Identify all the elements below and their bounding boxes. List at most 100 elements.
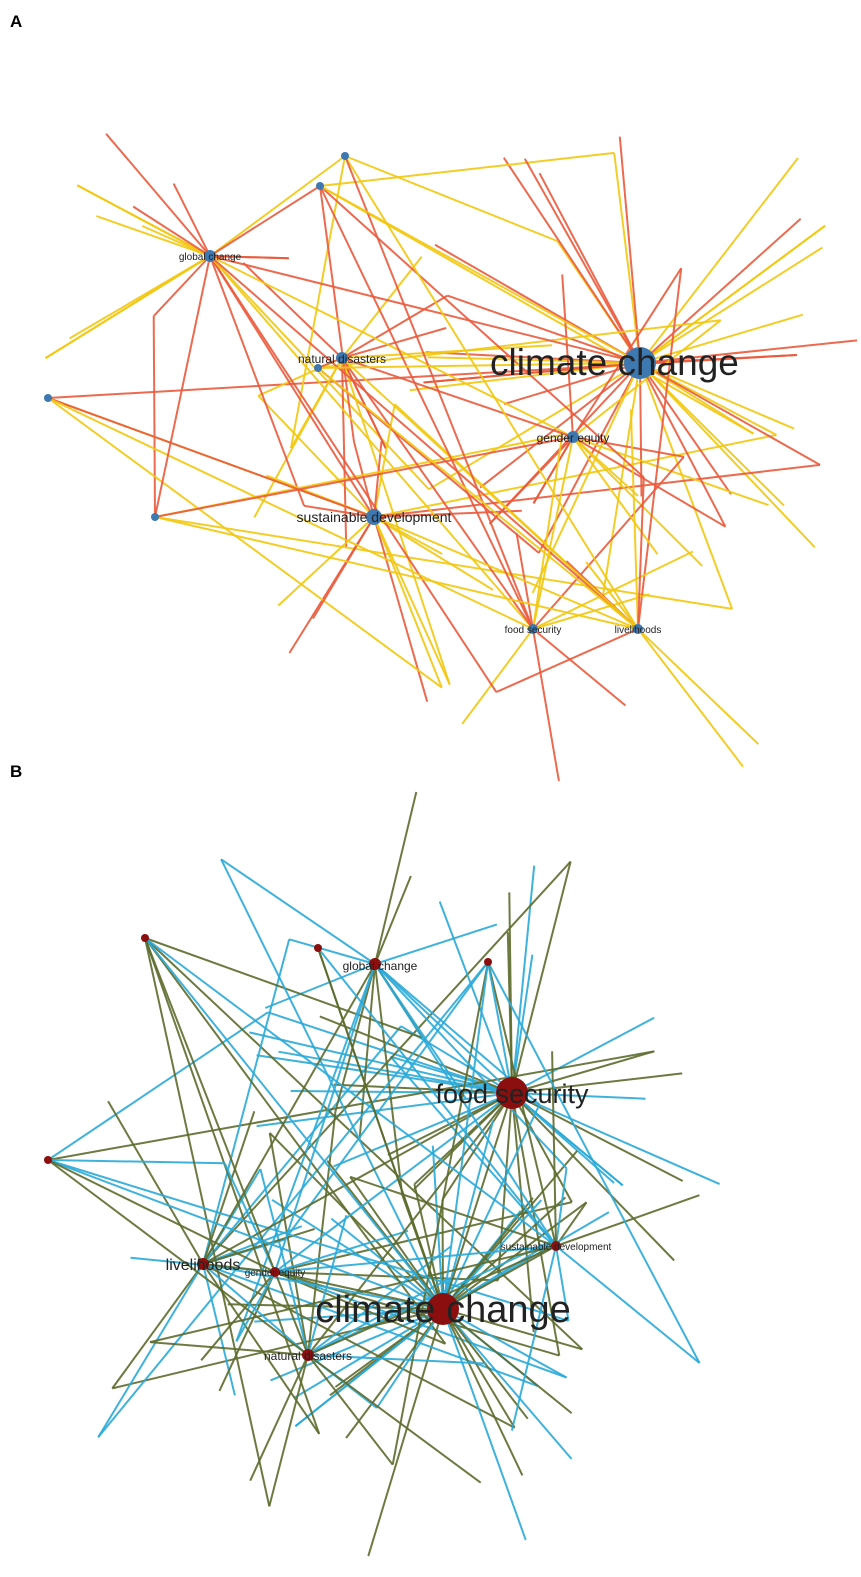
edge-a-21 — [319, 185, 754, 435]
node-a-livelihoods — [633, 624, 643, 634]
edges-a — [44, 133, 858, 782]
edge-b-120 — [235, 1271, 276, 1342]
edge-b-121 — [235, 963, 376, 1342]
edge-a-24 — [639, 362, 816, 548]
edge-b-32 — [511, 1092, 646, 1100]
edge-b-4 — [47, 1011, 269, 1161]
edge-b-157 — [274, 1092, 513, 1273]
edge-a-1 — [373, 433, 777, 518]
edge-a-14 — [639, 362, 732, 495]
minor-node-a-2 — [44, 394, 52, 402]
edge-b-91 — [374, 875, 412, 965]
edge-a-130 — [341, 357, 574, 438]
minor-node-a-3 — [151, 513, 159, 521]
edge-a-123 — [319, 185, 645, 478]
edge-b-119 — [218, 1271, 276, 1392]
edge-a-121 — [637, 628, 760, 745]
edge-b-107 — [97, 961, 489, 1438]
labels-a: climate change global change natural disas… — [179, 252, 739, 636]
edge-b-19 — [249, 1031, 513, 1094]
node-a-gender-equity — [567, 431, 579, 443]
edge-a-131 — [341, 357, 534, 630]
edge-a-15 — [639, 362, 734, 610]
node-label-b-natural-disasters: natural disasters — [264, 1349, 352, 1363]
edge-b-163 — [274, 963, 376, 1273]
edge-a-110 — [461, 628, 534, 725]
edge-a-38 — [639, 362, 795, 430]
edge-a-126 — [209, 255, 574, 438]
edge-b-168 — [274, 1245, 557, 1273]
edge-b-138 — [307, 1214, 348, 1356]
edge-a-146 — [154, 436, 574, 518]
edge-b-54 — [345, 1308, 444, 1439]
edge-b-143 — [555, 1168, 568, 1247]
edge-a-80 — [317, 319, 721, 369]
edge-b-125 — [47, 1159, 225, 1165]
edge-a-48 — [209, 255, 289, 260]
edge-b-114 — [202, 1227, 315, 1265]
edge-b-14 — [511, 1092, 573, 1203]
edge-a-43 — [427, 356, 641, 364]
edge-a-66 — [341, 327, 447, 359]
edge-b-129 — [149, 1341, 309, 1356]
node-label-b-sustainable-development: sustainable development — [501, 1242, 612, 1253]
panel-a-letter: A — [10, 12, 23, 31]
edge-b-181 — [47, 1159, 276, 1273]
edge-b-26 — [333, 1092, 513, 1168]
edge-a-89 — [373, 516, 494, 591]
edge-b-108 — [107, 1100, 204, 1265]
edge-b-151 — [349, 1176, 444, 1310]
edge-b-79 — [442, 1308, 527, 1541]
edge-b-178 — [487, 961, 513, 1094]
edge-a-54 — [105, 133, 211, 257]
edge-b-11 — [256, 1054, 513, 1094]
edge-a-114 — [532, 628, 560, 782]
node-b-livelihoods — [197, 1258, 209, 1270]
edge-b-93 — [374, 791, 418, 965]
edge-a-70 — [447, 294, 641, 364]
edge-a-93 — [209, 255, 306, 507]
node-a-global-change — [204, 250, 216, 262]
edge-b-40 — [438, 901, 513, 1094]
edge-b-38 — [278, 1050, 513, 1094]
edge-b-126 — [200, 1271, 276, 1361]
edge-a-142 — [47, 397, 375, 518]
minor-node-b-1 — [314, 944, 322, 952]
edge-a-88 — [532, 436, 574, 504]
edge-a-91 — [277, 516, 375, 607]
edge-b-52 — [442, 1196, 567, 1310]
node-b-natural-disasters — [302, 1349, 314, 1361]
edge-b-139 — [307, 1354, 482, 1484]
edge-a-6 — [409, 362, 641, 392]
edge-b-35 — [202, 1025, 402, 1265]
edge-b-161 — [442, 1245, 557, 1310]
edge-b-70 — [268, 1132, 309, 1356]
nodes-b — [44, 934, 561, 1361]
edge-a-36 — [639, 246, 823, 364]
edge-b-10 — [511, 1072, 683, 1094]
edge-a-61 — [257, 395, 375, 518]
edge-a-52 — [152, 316, 156, 518]
edge-b-104 — [111, 1263, 204, 1389]
edge-a-73 — [341, 357, 387, 449]
edge-a-98 — [47, 397, 443, 689]
network-graph-b: food security climate change global change… — [44, 791, 721, 1557]
node-label-a-global-change: global change — [179, 252, 242, 263]
node-a-sustainable-development — [366, 509, 382, 525]
edge-b-164 — [374, 963, 557, 1247]
edge-b-110 — [259, 1168, 309, 1356]
edge-a-84 — [572, 436, 726, 528]
edge-b-60 — [442, 1308, 573, 1460]
edge-b-36 — [511, 1050, 655, 1094]
edge-b-8 — [511, 1092, 684, 1182]
edge-b-30 — [511, 861, 572, 1094]
edge-a-69 — [341, 294, 448, 359]
edge-a-128 — [209, 255, 534, 630]
edge-a-137 — [209, 155, 346, 257]
edge-b-135 — [375, 1308, 444, 1409]
edge-a-7 — [639, 217, 802, 364]
edge-b-149 — [47, 1159, 569, 1322]
edge-b-3 — [267, 1011, 513, 1094]
edge-b-90 — [202, 939, 291, 1265]
minor-node-a-0 — [341, 152, 349, 160]
